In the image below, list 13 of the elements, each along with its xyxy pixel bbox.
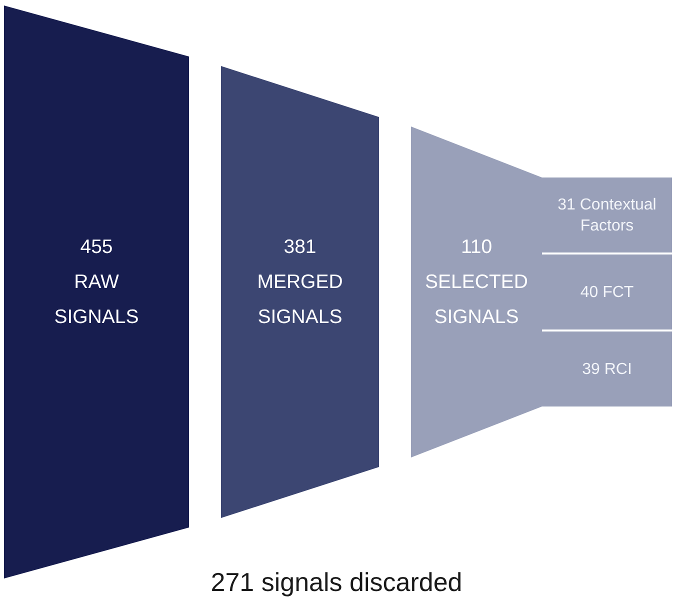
category-label: Contextual Factors <box>575 196 656 234</box>
data-label: 381 <box>284 236 316 258</box>
data-label: 110 <box>460 236 492 258</box>
data-label: 40 <box>580 284 598 301</box>
data-label: 31 <box>558 196 576 214</box>
data-label: 455 <box>80 236 113 258</box>
category-label: RCI <box>600 361 632 378</box>
category-label: SELECTED SIGNALS <box>425 271 528 328</box>
category-label: FCT <box>598 284 634 301</box>
category-label: MERGED SIGNALS <box>257 271 343 328</box>
data-label: 39 <box>582 361 600 378</box>
text: 271 signals discarded <box>210 567 462 597</box>
category-label: RAW SIGNALS <box>54 271 139 328</box>
